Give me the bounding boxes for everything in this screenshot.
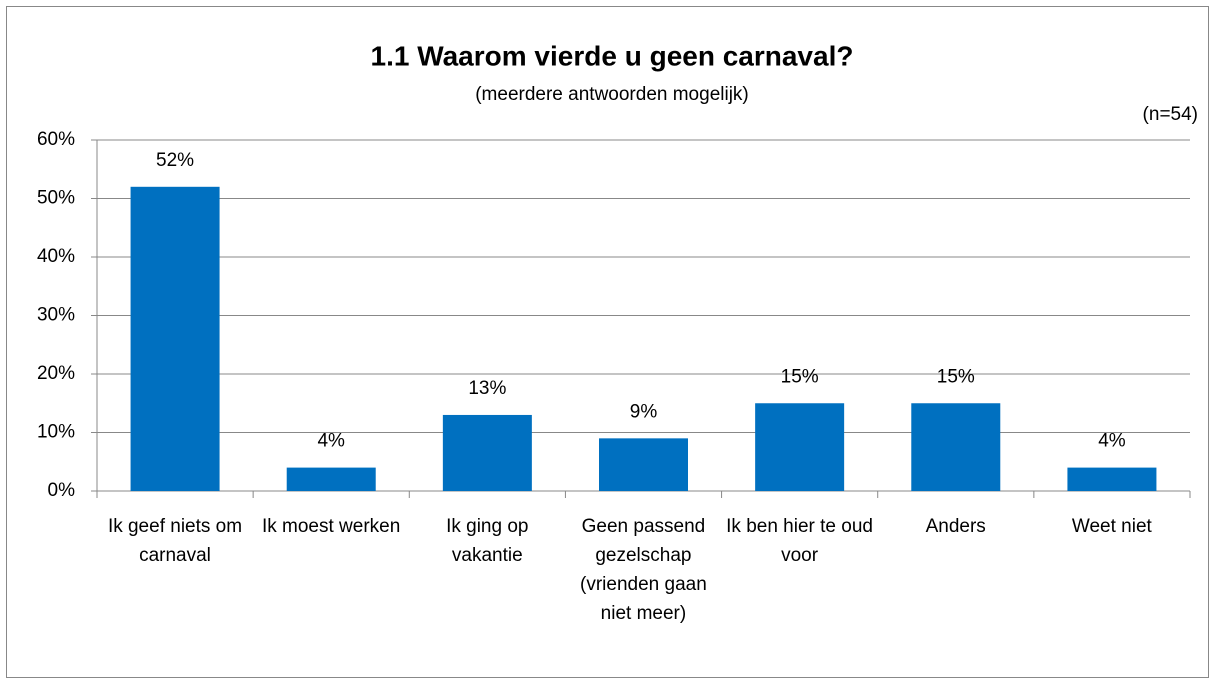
x-tick-label: Ik ben hier te oud voor xyxy=(726,516,873,566)
y-tick-label: 0% xyxy=(48,480,76,501)
annotation: (n=54) xyxy=(1143,104,1198,125)
bar xyxy=(1067,467,1157,491)
chart-subtitle: (meerdere antwoorden mogelijk) xyxy=(475,84,749,105)
data-label: 52% xyxy=(156,150,194,171)
y-tick-label: 50% xyxy=(37,188,75,209)
bar xyxy=(130,186,220,492)
x-tick-label: Ik moest werken xyxy=(261,516,401,537)
y-tick-label: 10% xyxy=(37,422,75,443)
bar xyxy=(755,403,845,491)
bar xyxy=(442,414,532,491)
x-tick-label: Weet niet xyxy=(1071,516,1152,537)
x-tick-label: Geen passend gezelschap (vrienden gaan n… xyxy=(580,516,707,624)
data-label: 9% xyxy=(630,401,658,422)
bar xyxy=(911,403,1001,491)
y-tick-label: 60% xyxy=(37,129,75,150)
x-tick-label: Ik ging op vakantie xyxy=(446,516,529,566)
x-tick-label: Ik geef niets om carnaval xyxy=(107,516,243,566)
bar xyxy=(598,438,689,491)
bar xyxy=(286,467,376,491)
data-label: 4% xyxy=(317,431,345,452)
y-tick-label: 40% xyxy=(37,246,75,267)
data-label: 13% xyxy=(468,378,506,399)
chart-title: 1.1 Waarom vierde u geen carnaval? xyxy=(371,40,854,71)
data-label: 15% xyxy=(781,366,819,387)
x-tick-label: Anders xyxy=(925,516,986,537)
y-tick-label: 20% xyxy=(37,363,75,384)
data-label: 4% xyxy=(1098,431,1126,452)
y-tick-label: 30% xyxy=(37,305,75,326)
data-label: 15% xyxy=(937,366,975,387)
